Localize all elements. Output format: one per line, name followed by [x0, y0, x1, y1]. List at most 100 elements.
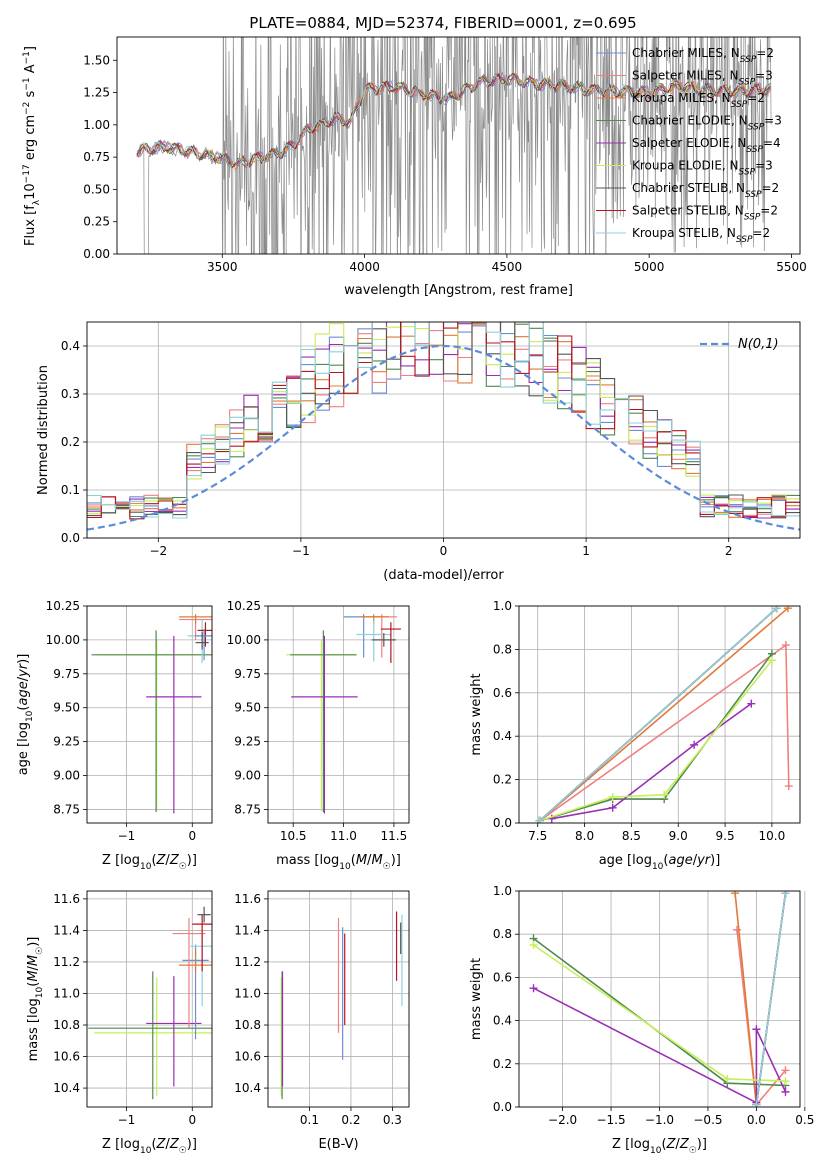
model-line-kroupa-stelib: [136, 74, 771, 168]
y-tick-label: 0.1: [61, 483, 80, 497]
x-axis-label: age [log10(age/yr)]: [599, 853, 721, 872]
axes-frame: [267, 605, 410, 824]
x-axis-label: (data-model)/error: [383, 568, 504, 583]
y-tick-label: 1.00: [83, 118, 110, 132]
y-tick-label: 11.4: [53, 923, 80, 937]
y-tick-label: 0.2: [493, 773, 512, 787]
grid-lines: [519, 605, 800, 824]
y-axis-label: mass [log10(M/M☉)]: [26, 937, 45, 1062]
x-tick-label: −0.5: [693, 1113, 722, 1127]
residual-histogram-salpeter-elodie: [87, 322, 800, 519]
weight-line-kroupa-stelib: [539, 607, 778, 822]
weight-point-marker: [767, 656, 776, 665]
y-tick-label: 10.6: [53, 1050, 80, 1064]
y-tick-label: 0.75: [83, 150, 110, 164]
weight-line-kroupa-stelib: [755, 893, 787, 1105]
x-axis-label: Z [log10(Z/Z☉)]: [612, 1137, 707, 1156]
weight-point-marker: [535, 816, 544, 823]
x-tick-label: 0: [188, 1113, 196, 1127]
x-tick-label: 2: [725, 544, 733, 558]
x-tick-label: −1.0: [645, 1113, 674, 1127]
weight-point-marker: [747, 699, 756, 708]
y-tick-label: 11.2: [53, 955, 80, 969]
x-tick-label: 7.5: [528, 829, 547, 843]
y-axis-label: age [log10(age/yr)]: [16, 654, 35, 776]
y-tick-label: 10.6: [234, 1050, 261, 1064]
grid-lines: [87, 605, 212, 823]
y-tick-label: 10.25: [46, 599, 80, 613]
axes-mass-weight-vs-Z: −2.0 −1.5 −1.0 −0.5 0.0 0.5 0.0 0.2 0.4 0.6 0.8 1.0…: [469, 884, 814, 1156]
legend-label: Kroupa STELIB, NSSP=2: [632, 226, 770, 245]
x-tick-label: 10.5: [280, 829, 307, 843]
y-tick-label: 9.00: [234, 769, 261, 783]
weight-point-marker: [781, 1087, 790, 1096]
y-tick-label: 10.00: [46, 633, 80, 647]
weight-line-salpeter-elodie: [533, 987, 787, 1105]
weight-point-marker: [784, 782, 793, 791]
weight-line-kroupa-miles: [539, 607, 789, 822]
y-tick-label: 1.50: [83, 53, 110, 67]
grid-lines: [519, 890, 806, 1108]
y-tick-label: 0.4: [493, 729, 512, 743]
weight-point-marker: [752, 1025, 761, 1034]
plot-area: [280, 911, 403, 1100]
grid-lines: [268, 605, 409, 823]
weight-point-marker: [781, 891, 790, 898]
y-tick-label: 0.00: [83, 247, 110, 261]
x-axis-label: Z [log10(Z/Z☉)]: [102, 1137, 197, 1156]
residual-histogram-chabrier-miles: [87, 322, 800, 514]
x-tick-label: 11.0: [330, 829, 357, 843]
x-axis-label: E(B-V): [318, 1137, 358, 1152]
y-tick-label: 9.25: [53, 735, 80, 749]
x-tick-label: 0.1: [300, 1113, 319, 1127]
y-tick-label: 11.0: [53, 986, 80, 1000]
x-axis-label: mass [log10(M/M☉)]: [276, 853, 401, 872]
normal-distribution-curve: [87, 344, 800, 531]
y-axis-label: mass weight: [469, 958, 484, 1040]
y-tick-label: 11.2: [234, 955, 261, 969]
y-tick-label: 0.0: [493, 1100, 512, 1114]
weight-point-marker: [723, 1074, 732, 1083]
plot-area: [529, 891, 790, 1107]
y-tick-label: 9.00: [53, 769, 80, 783]
legend-label: Chabrier ELODIE, NSSP=3: [632, 114, 782, 133]
x-tick-label: 8.5: [622, 829, 641, 843]
model-line-salpeter-elodie: [136, 72, 771, 169]
y-tick-label: 10.00: [227, 633, 261, 647]
y-axis-label: Flux [fλ10−17 erg cm−2 s−1 A−1]: [22, 46, 42, 246]
y-tick-label: 0.0: [493, 816, 512, 830]
weight-line-kroupa-elodie: [539, 659, 773, 822]
plot-area: [286, 614, 401, 814]
x-tick-label: 0.3: [383, 1113, 402, 1127]
x-tick-label: 8.0: [575, 829, 594, 843]
y-tick-label: 0.3: [61, 387, 80, 401]
x-tick-label: 9.5: [716, 829, 735, 843]
residual-histogram-kroupa-stelib: [87, 322, 800, 519]
y-axis-label: mass weight: [469, 673, 484, 755]
y-tick-label: 9.75: [53, 667, 80, 681]
plots-layer: 3500 4000 4500 5000 55000.000.250.500.751.00…: [16, 36, 814, 1156]
legend-label: Chabrier MILES, NSSP=2: [632, 46, 774, 65]
y-tick-label: 1.25: [83, 86, 110, 100]
weight-point-marker: [731, 891, 740, 898]
y-tick-label: 11.0: [234, 986, 261, 1000]
y-axis-label: Normed distribution: [36, 365, 51, 495]
x-tick-label: 0: [440, 544, 448, 558]
y-tick-label: 1.0: [493, 599, 512, 613]
y-tick-label: 8.75: [234, 802, 261, 816]
x-tick-label: 0.2: [341, 1113, 360, 1127]
x-tick-label: 3500: [207, 260, 238, 274]
weight-point-marker: [752, 1100, 761, 1107]
y-tick-label: 11.6: [234, 892, 261, 906]
plot-area: [87, 322, 800, 531]
legend-label: Chabrier STELIB, NSSP=2: [632, 181, 779, 200]
weight-line-salpeter-elodie: [551, 702, 752, 820]
plot-area: [88, 906, 212, 1100]
y-tick-label: 9.75: [234, 667, 261, 681]
y-tick-label: 8.75: [53, 802, 80, 816]
weight-line-salpeter-miles: [736, 929, 787, 1107]
y-tick-label: 0.8: [493, 927, 512, 941]
y-tick-label: 10.4: [53, 1081, 80, 1095]
x-tick-label: −2: [149, 544, 167, 558]
axes-frame: [267, 890, 410, 1108]
